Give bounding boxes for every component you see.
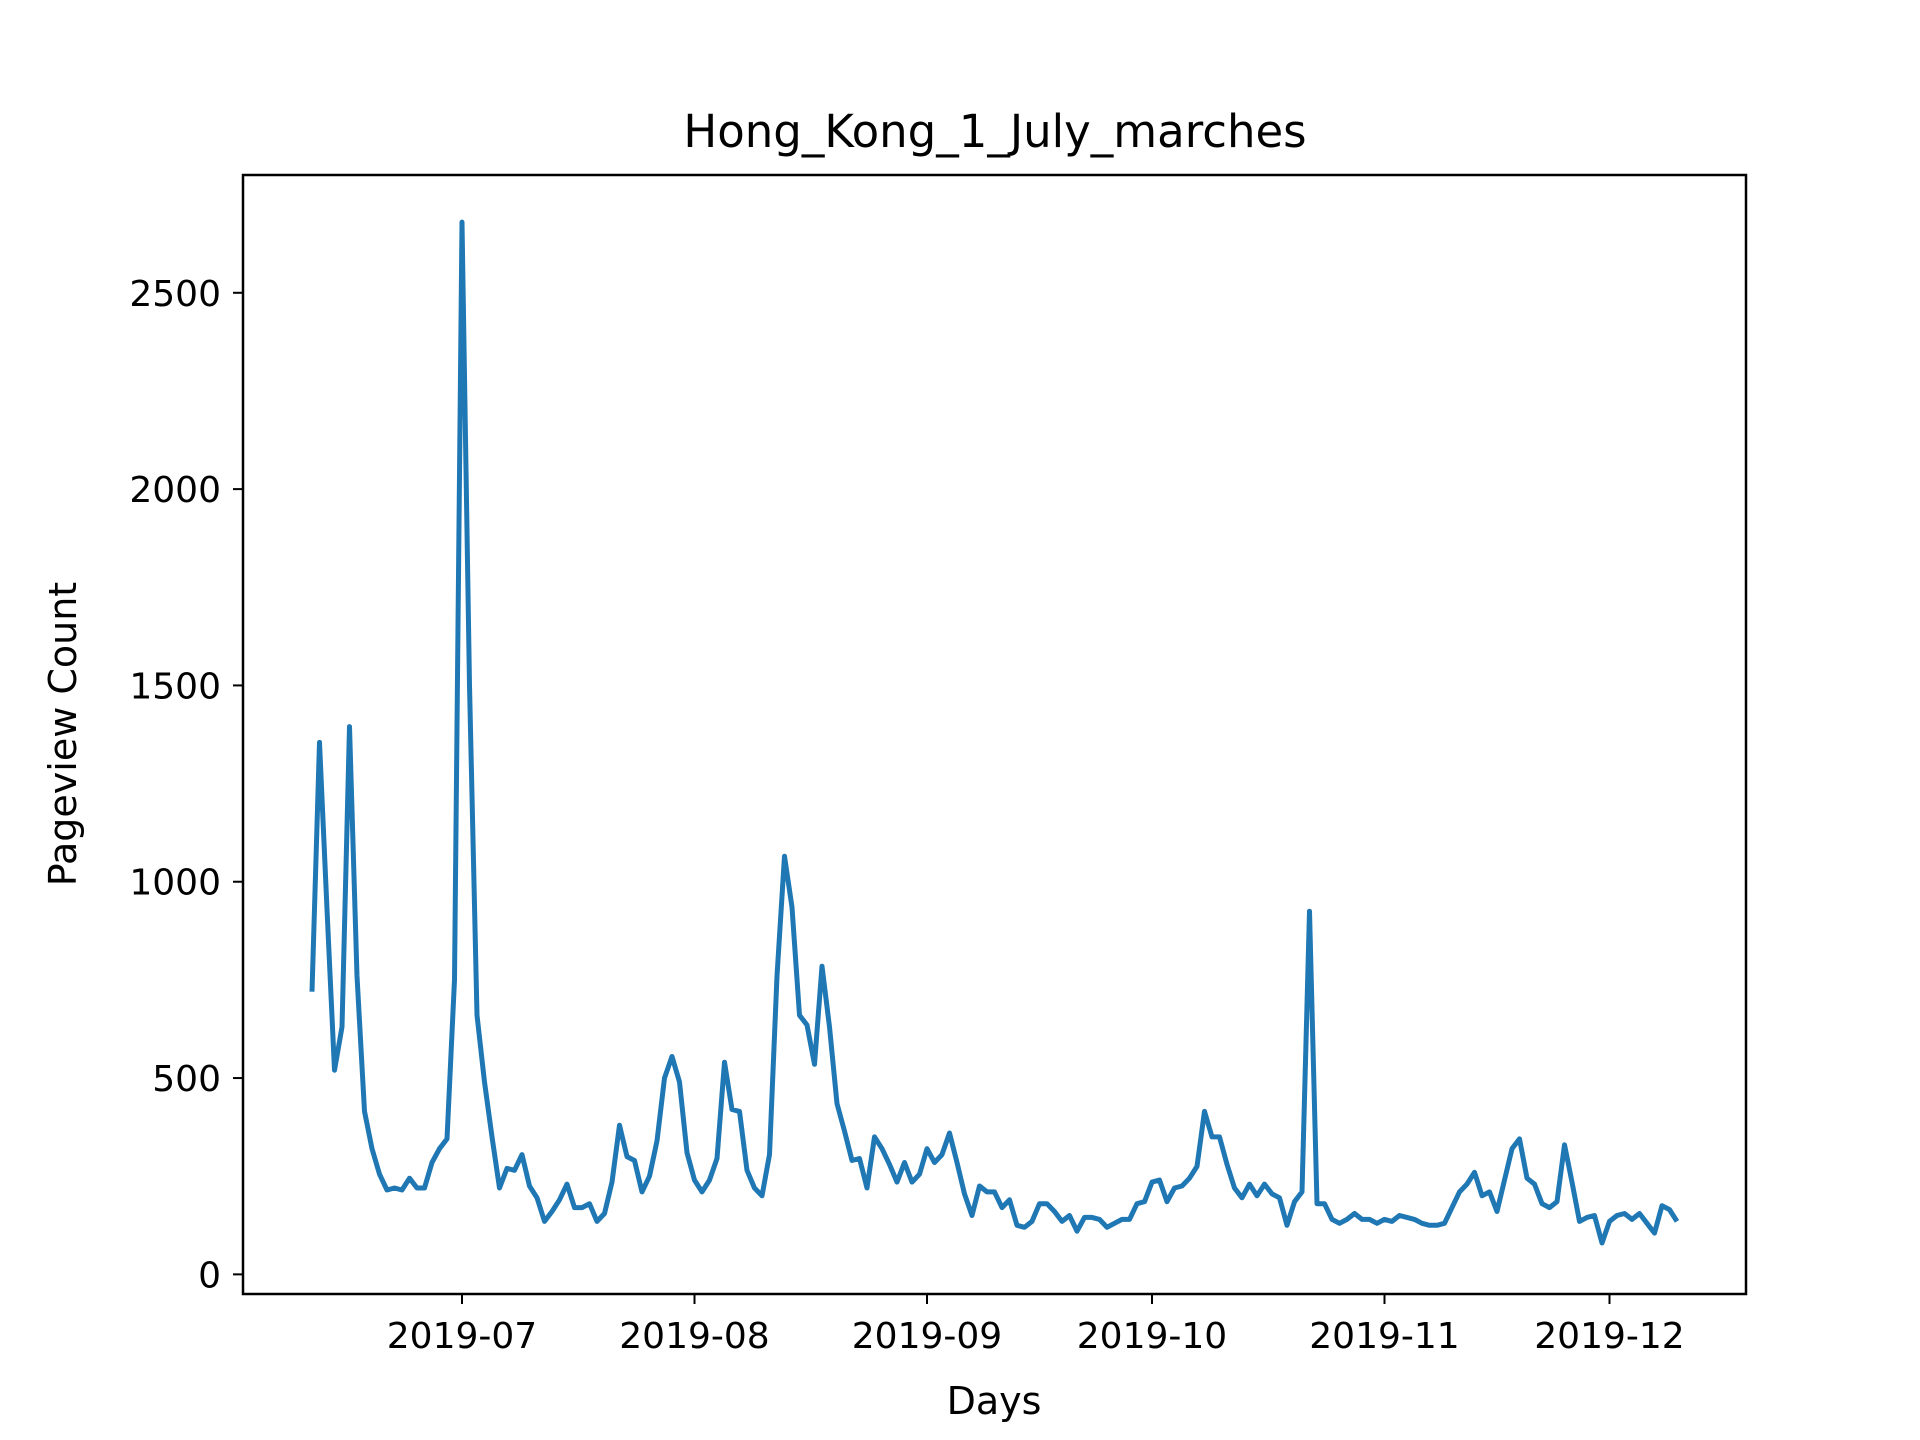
plot-frame bbox=[241, 173, 1748, 1296]
x-axis-label: Days bbox=[947, 1379, 1042, 1423]
x-axis: 2019-07 2019-08 2019-09 2019-10 2019-11 2019-… bbox=[387, 1294, 1685, 1357]
x-tick-label: 2019-08 bbox=[619, 1316, 769, 1357]
y-tick-label: 2500 bbox=[129, 274, 221, 315]
chart-title: Hong_Kong_1_July_marches bbox=[683, 105, 1306, 158]
y-tick-label: 1500 bbox=[129, 666, 221, 707]
series-line bbox=[309, 219, 1680, 1246]
y-axis-label: Pageview Count bbox=[41, 582, 85, 886]
y-tick-label: 500 bbox=[152, 1059, 221, 1100]
y-axis: 0 500 1000 1500 2000 2500 bbox=[129, 274, 243, 1296]
x-tick-label: 2019-12 bbox=[1534, 1316, 1684, 1357]
x-tick-label: 2019-10 bbox=[1077, 1316, 1227, 1357]
x-tick-label: 2019-11 bbox=[1309, 1316, 1459, 1357]
x-tick-label: 2019-09 bbox=[852, 1316, 1002, 1357]
y-tick-label: 0 bbox=[198, 1255, 221, 1296]
y-tick-label: 2000 bbox=[129, 470, 221, 511]
x-tick-label: 2019-07 bbox=[387, 1316, 537, 1357]
y-tick-label: 1000 bbox=[129, 863, 221, 904]
